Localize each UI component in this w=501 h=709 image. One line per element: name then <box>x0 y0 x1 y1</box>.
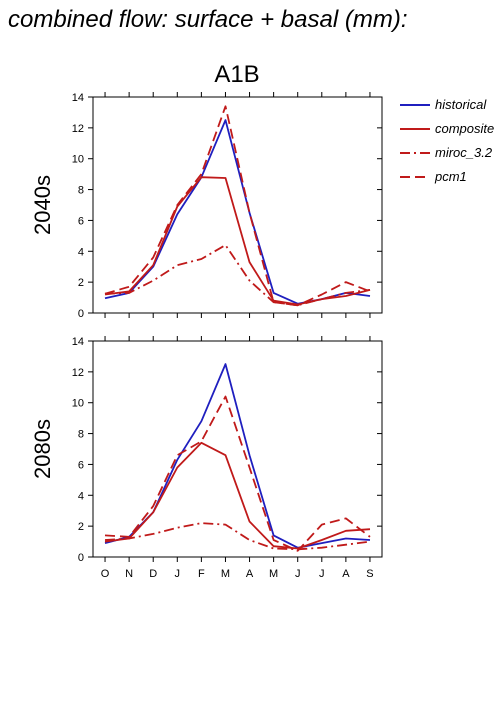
y-tick-label: 0 <box>78 308 84 320</box>
x-tick-label: J <box>175 568 181 580</box>
series-line-pcm1 <box>104 105 371 307</box>
series-line-miroc_3.2 <box>104 522 371 551</box>
series-line-pcm1 <box>104 395 371 552</box>
y-tick-label: 2 <box>78 521 84 533</box>
y-tick-label: 6 <box>78 215 84 227</box>
x-tick-label: F <box>198 568 205 580</box>
plot-frame <box>92 96 383 314</box>
y-tick-label: 14 <box>72 336 84 348</box>
legend-label-miroc_3.2: miroc_3.2 <box>435 145 493 160</box>
y-tick-label: 10 <box>72 154 84 166</box>
x-tick-label: D <box>149 568 157 580</box>
y-tick-label: 12 <box>72 367 84 379</box>
y-tick-label: 4 <box>78 490 84 502</box>
x-tick-label: J <box>319 568 325 580</box>
chart-panel-2040s: 0 2 4 6 8 10 12 14 2040s <box>30 92 383 320</box>
y-axis-label: 2080s <box>30 419 55 479</box>
chart-panel-2080s: 0 2 4 6 8 10 12 14 O N D J F M A M J J A S 2080s <box>30 336 383 580</box>
legend-label-historical: historical <box>435 97 487 112</box>
y-tick-label: 8 <box>78 429 84 441</box>
series-line-historical <box>104 119 371 305</box>
series-line-composite <box>104 441 371 550</box>
x-tick-label: N <box>125 568 133 580</box>
legend-label-pcm1: pcm1 <box>434 169 467 184</box>
x-tick-label: J <box>295 568 301 580</box>
legend: historical composite miroc_3.2 pcm1 <box>400 97 494 184</box>
x-tick-label: A <box>246 568 254 580</box>
y-tick-label: 10 <box>72 398 84 410</box>
plot-frame <box>92 340 383 558</box>
y-tick-label: 12 <box>72 123 84 135</box>
y-tick-label: 6 <box>78 459 84 471</box>
y-tick-label: 2 <box>78 277 84 289</box>
y-tick-label: 8 <box>78 185 84 197</box>
x-tick-label: A <box>342 568 350 580</box>
y-axis-label: 2040s <box>30 175 55 235</box>
legend-label-composite: composite <box>435 121 494 136</box>
x-tick-label: S <box>366 568 373 580</box>
y-tick-label: 0 <box>78 552 84 564</box>
x-tick-label: M <box>221 568 230 580</box>
page-title: combined flow: surface + basal (mm): <box>8 6 408 33</box>
x-tick-label: M <box>269 568 278 580</box>
scenario-title: A1B <box>214 61 259 88</box>
y-tick-label: 4 <box>78 246 84 258</box>
x-tick-label: O <box>101 568 110 580</box>
y-tick-label: 14 <box>72 92 84 104</box>
series-line-miroc_3.2 <box>104 244 371 307</box>
